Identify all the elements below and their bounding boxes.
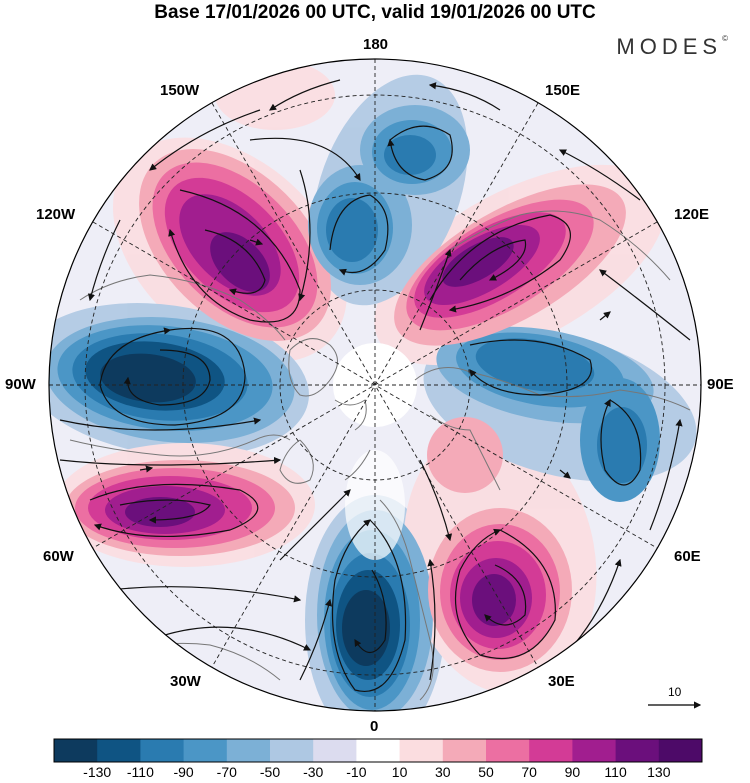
colorbar-swatch (140, 739, 185, 762)
colorbar-tick-label: -130 (83, 764, 112, 780)
colorbar-tick-label: -90 (173, 764, 194, 780)
brand-text: MODES (616, 34, 723, 59)
lon-label-30w: 30W (170, 673, 201, 690)
colorbar-swatch (529, 739, 573, 762)
positive-anomaly-se (427, 417, 572, 672)
negative-anomaly-n (308, 105, 470, 285)
colorbar-swatch (615, 739, 660, 762)
colorbar-tick-label: 90 (564, 764, 581, 780)
lon-label-90e: 90E (707, 376, 734, 393)
colorbar-swatch (183, 739, 228, 762)
lon-label-180: 180 (363, 36, 389, 53)
colorbar-swatch (356, 739, 401, 762)
colorbar-tick-label: -10 (346, 764, 367, 780)
colorbar-tick-label: 10 (391, 764, 408, 780)
colorbar-tick-label: -30 (303, 764, 324, 780)
colorbar-swatch (572, 739, 617, 762)
lon-label-150w: 150W (160, 82, 200, 99)
lon-label-60e: 60E (674, 548, 701, 565)
colorbar-swatch (97, 739, 141, 762)
anomaly-field (49, 59, 701, 711)
colorbar-tick-label: 30 (435, 764, 451, 780)
lon-label-90w: 90W (5, 376, 36, 393)
colorbar-swatch (226, 739, 271, 762)
lon-label-120e: 120E (674, 206, 710, 223)
colorbar-swatch (442, 739, 487, 762)
lon-label-0: 0 (370, 718, 379, 735)
colorbar (53, 738, 703, 763)
lon-label-120w: 120W (36, 206, 76, 223)
lon-label-150e: 150E (545, 82, 581, 99)
colorbar-tick-label: 130 (647, 764, 671, 780)
negative-anomaly-w (49, 316, 295, 444)
vector-scale-label: 10 (668, 685, 682, 699)
colorbar-tick-label: -70 (216, 764, 237, 780)
colorbar-border (53, 738, 703, 763)
lon-label-30e: 30E (548, 673, 575, 690)
map-border (48, 58, 702, 712)
colorbar-swatch (270, 739, 314, 762)
colorbar-swatch (54, 739, 98, 762)
colorbar-swatch (313, 739, 357, 762)
brand-mark: © (722, 34, 728, 43)
colorbar-tick-label: -50 (259, 764, 281, 780)
modes-logo: MODES© (616, 34, 728, 60)
colorbar-swatch (486, 739, 530, 762)
colorbar-tick-label: 110 (604, 764, 627, 780)
colorbar-swatch (658, 739, 703, 762)
lon-label-60w: 60W (43, 548, 74, 565)
colorbar-tick-label: 50 (478, 764, 494, 780)
streamlines (59, 79, 691, 701)
map-title: Base 17/01/2026 00 UTC, valid 19/01/2026… (154, 2, 596, 23)
positive-anomaly-ne (394, 184, 626, 346)
colorbar-tick-label: 70 (521, 764, 537, 780)
colorbar-tick-label: -110 (126, 764, 154, 780)
positive-anomaly-nw (139, 149, 331, 341)
graticule (49, 59, 701, 711)
colorbar-swatch (399, 739, 444, 762)
